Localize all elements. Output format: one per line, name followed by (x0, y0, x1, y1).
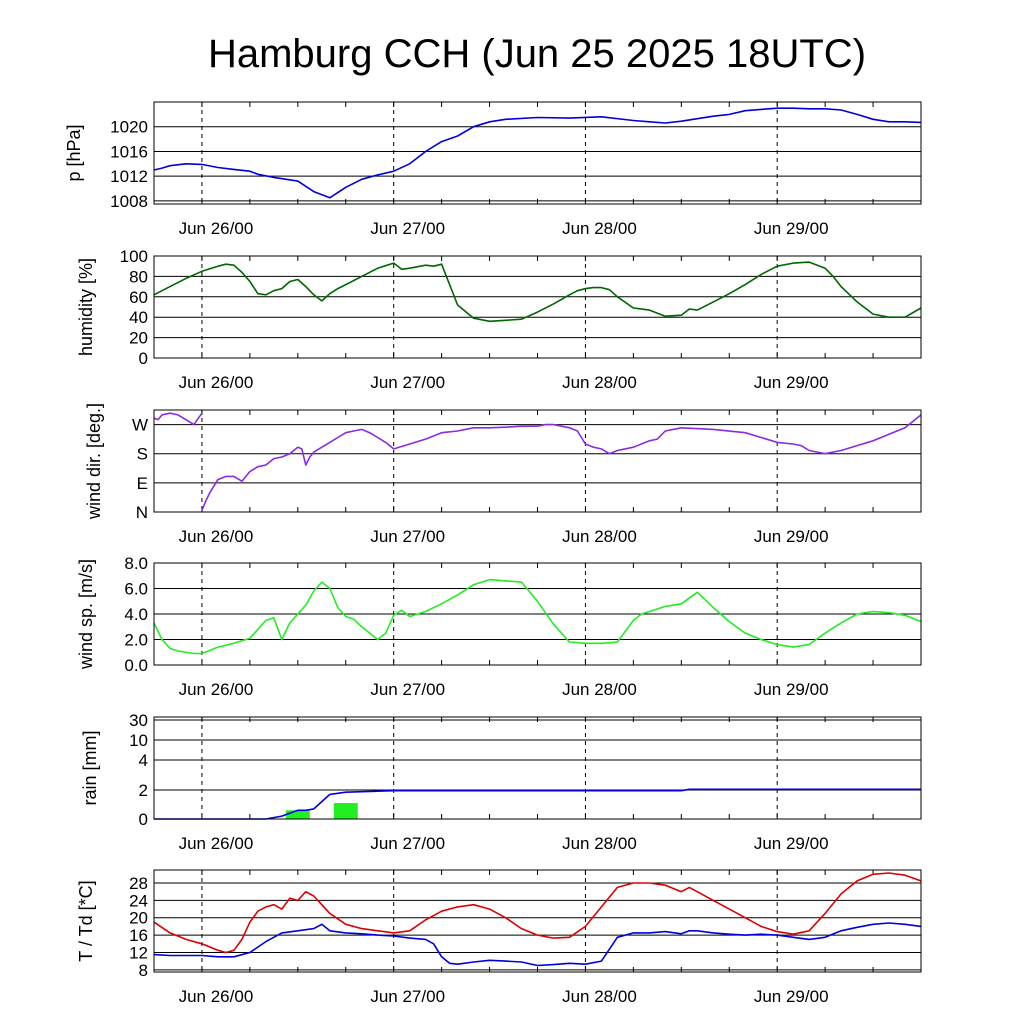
x-tick-label: Jun 26/00 (179, 219, 254, 238)
x-tick-label: Jun 29/00 (754, 219, 829, 238)
x-tick-label: Jun 26/00 (179, 373, 254, 392)
y-tick-label: 30 (129, 711, 148, 730)
y-tick-label: 0 (139, 349, 148, 368)
y-tick-label: 2.0 (124, 631, 148, 650)
x-tick-label: Jun 28/00 (562, 527, 637, 546)
y-tick-label: 80 (129, 267, 148, 286)
y-axis-label: rain [mm] (80, 730, 100, 805)
series-line-1 (153, 922, 922, 967)
y-tick-label: 10 (129, 731, 148, 750)
x-tick-label: Jun 26/00 (179, 680, 254, 699)
plot-frame (153, 869, 922, 973)
x-tick-label: Jun 27/00 (370, 373, 445, 392)
y-axis-label: p [hPa] (64, 124, 84, 181)
series-line-0 (153, 578, 922, 655)
y-tick-label: 1016 (110, 142, 148, 161)
x-tick-label: Jun 28/00 (562, 987, 637, 1006)
rain-bar (333, 803, 358, 819)
y-axis-label: T / Td [*C] (76, 880, 96, 961)
x-tick-label: Jun 29/00 (754, 987, 829, 1006)
panel-0: 1008 1012 1016 1020 Jun 26/00 Jun 27/00 Jun 28… (64, 101, 922, 238)
x-tick-label: Jun 27/00 (370, 987, 445, 1006)
chart-title: Hamburg CCH (Jun 25 2025 18UTC) (208, 32, 866, 76)
y-tick-label: 1012 (110, 167, 148, 186)
x-tick-label: Jun 28/00 (562, 219, 637, 238)
x-tick-label: Jun 26/00 (179, 834, 254, 853)
y-tick-label: 20 (129, 909, 148, 928)
y-tick-label: N (136, 503, 148, 522)
y-axis-label: wind dir. [deg.] (84, 403, 104, 520)
y-tick-label: 28 (129, 874, 148, 893)
y-tick-label: W (132, 416, 148, 435)
x-tick-label: Jun 26/00 (179, 987, 254, 1006)
x-tick-label: Jun 27/00 (370, 680, 445, 699)
y-tick-label: 6.0 (124, 580, 148, 599)
y-axis-label: wind sp. [m/s] (76, 559, 96, 670)
x-tick-label: Jun 28/00 (562, 680, 637, 699)
x-tick-label: Jun 27/00 (370, 219, 445, 238)
y-tick-label: 4 (139, 751, 148, 770)
x-tick-label: Jun 27/00 (370, 834, 445, 853)
y-tick-label: 8 (139, 961, 148, 980)
y-tick-label: 24 (129, 891, 148, 910)
x-tick-label: Jun 29/00 (754, 834, 829, 853)
series-line-0 (154, 788, 921, 820)
y-tick-label: 0.0 (124, 656, 148, 675)
plot-frame (153, 101, 922, 205)
y-tick-label: 8.0 (124, 554, 148, 573)
y-tick-label: 100 (120, 247, 148, 266)
y-tick-label: 4.0 (124, 605, 148, 624)
y-tick-label: 40 (129, 308, 148, 327)
y-tick-label: 16 (129, 926, 148, 945)
y-tick-label: 1020 (110, 118, 148, 137)
y-tick-label: E (137, 474, 148, 493)
y-tick-label: 12 (129, 943, 148, 962)
plot-frame (153, 562, 922, 666)
x-tick-label: Jun 29/00 (754, 373, 829, 392)
y-tick-label: S (137, 445, 148, 464)
y-tick-label: 60 (129, 288, 148, 307)
series-line-1 (201, 414, 922, 511)
y-tick-label: 20 (129, 329, 148, 348)
plot-frame (153, 255, 922, 359)
x-tick-label: Jun 29/00 (754, 680, 829, 699)
y-axis-label: humidity [%] (76, 258, 96, 356)
series-line-0 (153, 261, 922, 323)
series-line-0 (153, 872, 922, 954)
x-tick-label: Jun 27/00 (370, 527, 445, 546)
x-tick-label: Jun 28/00 (562, 834, 637, 853)
rain-bar (285, 810, 310, 819)
x-tick-label: Jun 29/00 (754, 527, 829, 546)
plot-frame (153, 716, 922, 820)
series-line-0 (153, 107, 922, 199)
y-tick-label: 0 (139, 810, 148, 829)
series-line-0 (153, 412, 203, 426)
plot-frame (153, 409, 922, 513)
y-tick-label: 2 (139, 781, 148, 800)
x-tick-label: Jun 26/00 (179, 527, 254, 546)
x-tick-label: Jun 28/00 (562, 373, 637, 392)
panel-3: 0.0 2.0 4.0 6.0 8.0 Jun 26/00 Jun 27/00 Jun 28/… (76, 554, 922, 699)
y-tick-label: 1008 (110, 192, 148, 211)
